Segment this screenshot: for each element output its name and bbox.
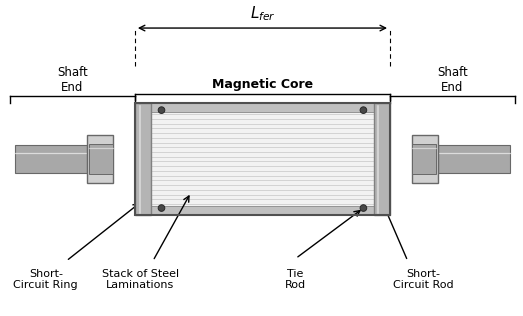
Bar (438, 145, 510, 173)
Bar (88, 144, 113, 174)
Bar (135, 206, 390, 215)
Circle shape (360, 205, 367, 211)
Bar (412, 135, 438, 183)
Text: Tie
Rod: Tie Rod (285, 269, 306, 290)
Bar (135, 103, 151, 215)
Text: Magnetic Core: Magnetic Core (212, 78, 313, 91)
Text: Stack of Steel
Laminations: Stack of Steel Laminations (101, 269, 179, 290)
Bar (412, 144, 436, 174)
Text: Shaft
End: Shaft End (57, 66, 88, 94)
Bar (135, 103, 390, 215)
Bar (135, 103, 390, 112)
Circle shape (360, 107, 367, 113)
Text: Short-
Circuit Rod: Short- Circuit Rod (393, 269, 453, 290)
Bar (373, 103, 390, 215)
Bar (15, 145, 86, 173)
Text: Short-
Circuit Ring: Short- Circuit Ring (14, 269, 78, 290)
Text: $L_{fer}$: $L_{fer}$ (249, 4, 275, 23)
Text: Shaft
End: Shaft End (437, 66, 468, 94)
Circle shape (158, 205, 165, 211)
Bar (86, 135, 113, 183)
Bar (135, 112, 390, 206)
Circle shape (158, 107, 165, 113)
